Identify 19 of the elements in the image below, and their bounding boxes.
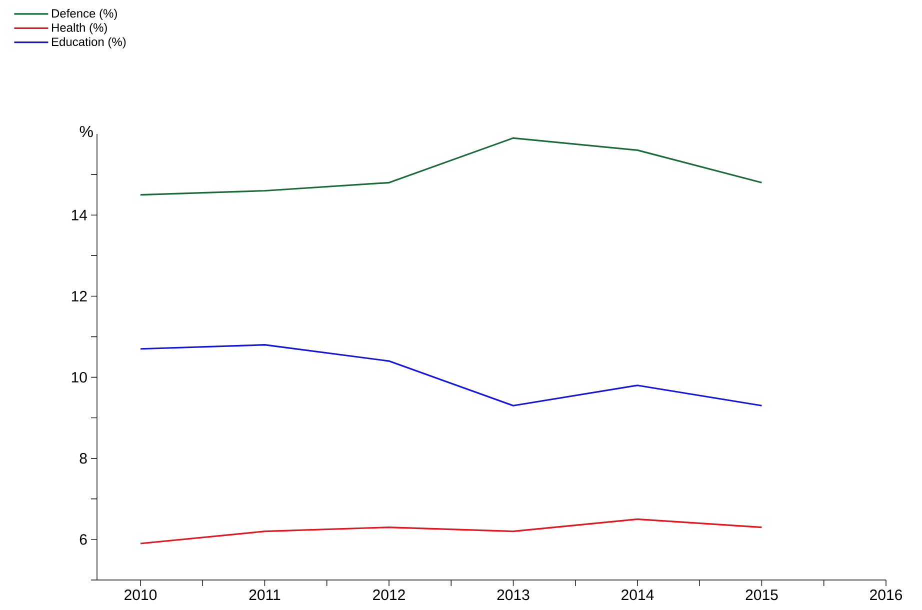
- legend-label: Health (%): [52, 23, 107, 34]
- x-tick-label: 2013: [497, 590, 530, 600]
- y-axis-title: %: [80, 126, 93, 138]
- y-tick-label: 14: [72, 210, 88, 220]
- y-tick-label: 10: [72, 372, 87, 383]
- line-series: [140, 344, 763, 406]
- x-tick-label: 2011: [249, 590, 280, 600]
- x-tick-label: 2015: [746, 590, 778, 600]
- line-series: [140, 518, 763, 544]
- y-tick-label: 8: [80, 453, 87, 464]
- y-tick-label: 6: [80, 534, 87, 545]
- x-tick-label: 2016: [870, 590, 902, 600]
- line-series: [140, 137, 763, 196]
- legend-label: Education (%): [52, 37, 126, 48]
- x-tick-label: 2014: [622, 590, 654, 600]
- y-tick-label: 12: [72, 290, 87, 302]
- legend-label: Defence (%): [52, 8, 117, 20]
- x-tick-label: 2012: [373, 590, 405, 600]
- x-tick-label: 2010: [124, 590, 157, 600]
